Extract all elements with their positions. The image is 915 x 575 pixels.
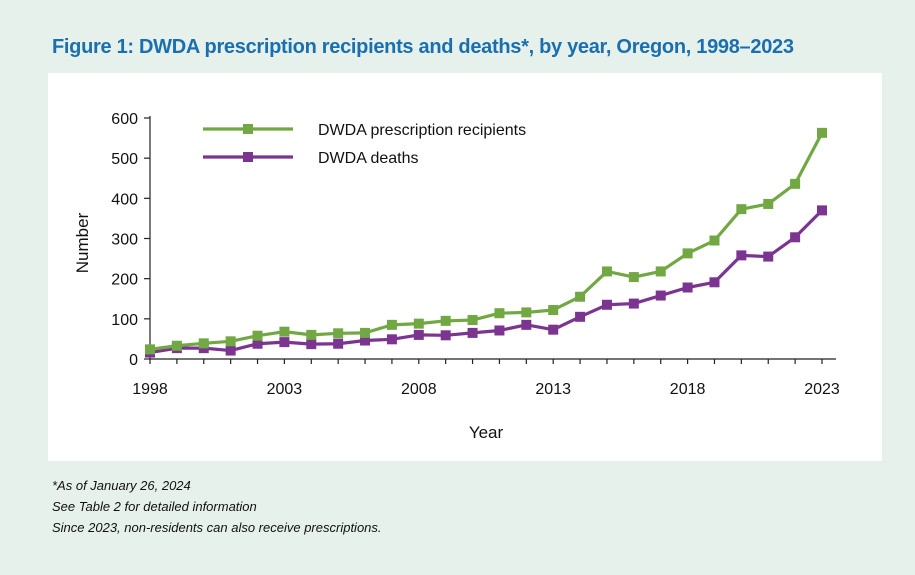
series-1-point — [628, 298, 639, 309]
legend-label-1: DWDA deaths — [318, 150, 418, 167]
series-0-point — [198, 338, 209, 349]
series-1-point — [306, 339, 317, 350]
legend-marker-0 — [243, 124, 253, 134]
series-0-point — [601, 266, 612, 277]
series-0-point — [575, 291, 586, 302]
footnote-non-residents: Since 2023, non-residents can also recei… — [52, 520, 382, 535]
series-1-point — [575, 311, 586, 322]
series-0-point — [817, 127, 827, 138]
y-tick-label: 300 — [111, 232, 138, 249]
series-1-point — [413, 329, 424, 340]
series-1-point — [790, 232, 801, 243]
series-0-point — [521, 307, 532, 318]
series-0-point — [252, 330, 263, 341]
series-0-point — [386, 319, 397, 330]
series-1-point — [225, 345, 236, 356]
series-0-point — [763, 198, 774, 209]
series-0-point — [171, 340, 182, 351]
legend-label-0: DWDA prescription recipients — [318, 122, 526, 139]
series-0-point — [790, 178, 801, 189]
x-tick-label: 2023 — [804, 381, 840, 398]
y-axis-title: Number — [73, 212, 92, 273]
x-tick-label: 2013 — [535, 381, 571, 398]
x-axis-title: Year — [469, 423, 504, 442]
footnote-see-table: See Table 2 for detailed information — [52, 499, 257, 514]
series-1-point — [386, 334, 397, 345]
series-1-point — [467, 327, 478, 338]
series-1-point — [709, 277, 720, 288]
y-tick-label: 500 — [111, 151, 138, 168]
series-1-point — [440, 330, 451, 341]
series-1-point — [736, 250, 747, 261]
series-1-point — [655, 290, 666, 301]
series-0-point — [655, 266, 666, 277]
series-0-point — [628, 272, 639, 283]
series-1-point — [548, 324, 559, 335]
series-0-point — [306, 329, 317, 340]
series-0-point — [225, 336, 236, 347]
footnotes: *As of January 26, 2024 See Table 2 for … — [52, 475, 382, 538]
series-0-point — [736, 204, 747, 215]
series-0-point — [548, 304, 559, 315]
series-0-point — [494, 308, 505, 319]
series-1-point — [601, 299, 612, 310]
series-0-point — [145, 344, 155, 355]
series-1-point — [333, 338, 344, 349]
series-1-point — [521, 319, 532, 330]
chart-title: Figure 1: DWDA prescription recipients a… — [52, 36, 794, 58]
series-line-0 — [149, 132, 824, 351]
series-1-point — [252, 338, 263, 349]
series-1-point — [279, 337, 290, 348]
x-tick-label: 2008 — [401, 381, 437, 398]
legend-marker-1 — [243, 152, 253, 162]
chart-panel — [48, 73, 882, 461]
series-0-point — [440, 315, 451, 326]
series-1-point — [360, 335, 371, 346]
y-tick-label: 200 — [111, 272, 138, 289]
y-tick-label: 400 — [111, 191, 138, 208]
series-0-point — [682, 248, 693, 259]
y-tick-label: 0 — [129, 352, 138, 369]
series-1-point — [763, 251, 774, 262]
series-0-point — [333, 328, 344, 339]
x-tick-label: 2003 — [267, 381, 303, 398]
series-0-point — [360, 327, 371, 338]
x-tick-label: 1998 — [132, 381, 168, 398]
footnote-as-of: *As of January 26, 2024 — [52, 478, 191, 493]
series-1-point — [682, 282, 693, 293]
series-0-point — [467, 315, 478, 326]
series-1-point — [494, 325, 505, 336]
y-tick-label: 100 — [111, 312, 138, 329]
series-0-point — [413, 318, 424, 329]
y-tick-label: 600 — [111, 111, 138, 128]
series-0-point — [709, 235, 720, 246]
series-0-point — [279, 326, 290, 337]
series-1-point — [817, 205, 827, 216]
x-tick-label: 2018 — [670, 381, 706, 398]
